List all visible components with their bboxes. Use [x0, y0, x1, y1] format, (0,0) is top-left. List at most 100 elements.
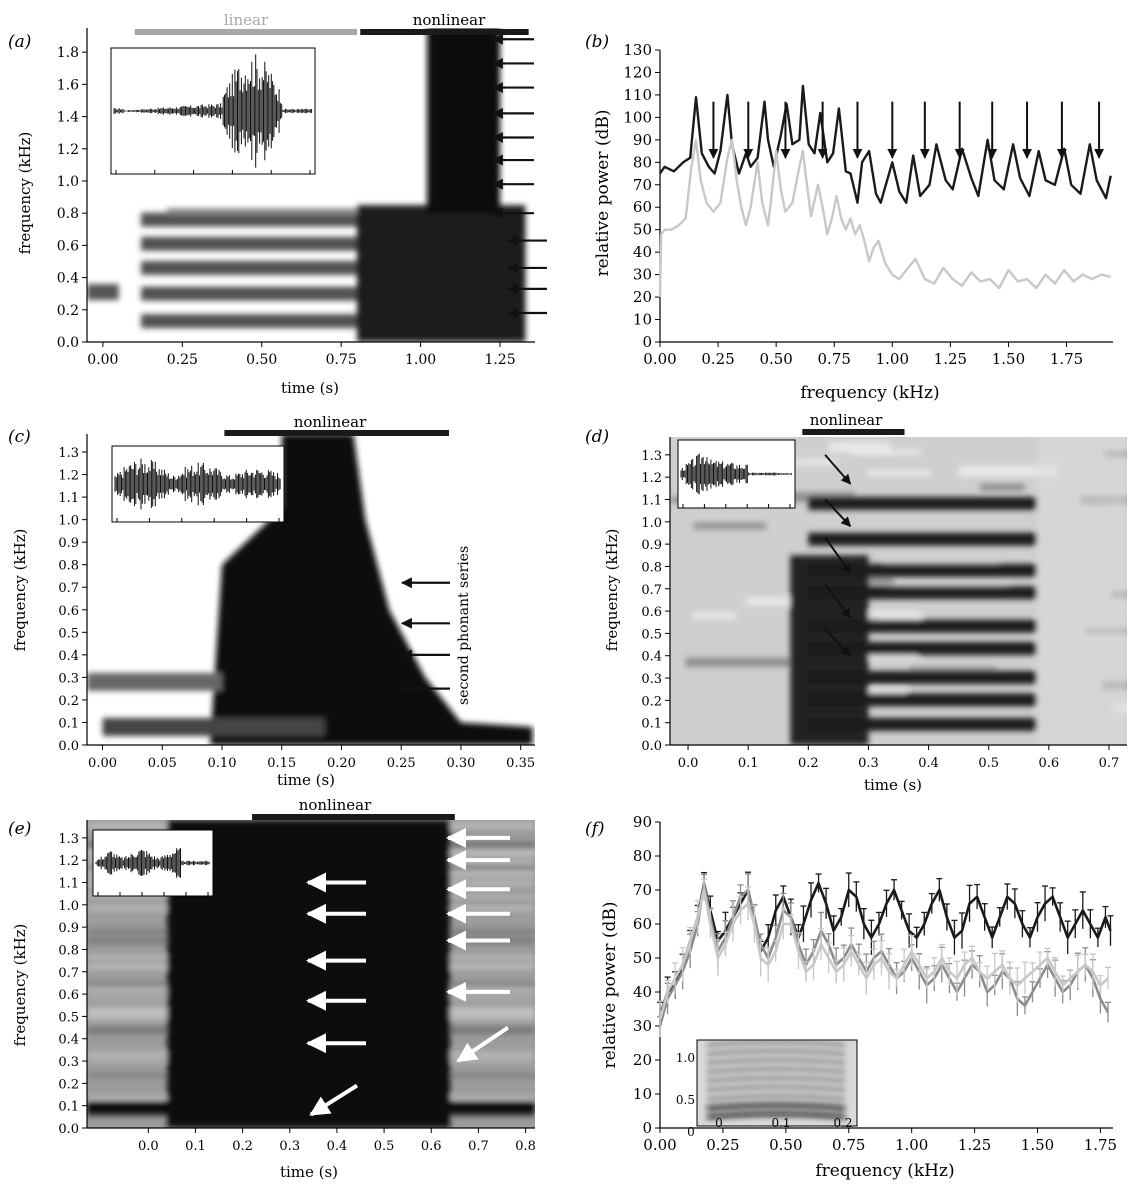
ytick-label-a-6: 1.2 — [57, 142, 79, 158]
ytick-label-c-2: 0.2 — [58, 694, 79, 709]
harmonic-band-d-4 — [808, 619, 1037, 633]
ytick-label-a-1: 0.2 — [57, 303, 79, 319]
ytick-label-c-0: 0.0 — [58, 739, 79, 754]
ytick-label-c-11: 1.1 — [58, 491, 79, 506]
xtick-label-c-0: 0.00 — [88, 756, 117, 771]
xtick-label-b-4: 1.00 — [876, 350, 909, 368]
noise-d-17 — [844, 611, 922, 621]
nonlinear-column-a — [426, 28, 501, 214]
inset-waveform-e-trace — [95, 848, 210, 878]
series-line-f-1 — [658, 881, 1110, 1027]
ytick-label-f-6: 60 — [633, 915, 652, 933]
ytick-label-e-0: 0.0 — [58, 1122, 79, 1137]
xtick-label-b-5: 1.25 — [934, 350, 967, 368]
ytick-label-f-4: 40 — [633, 983, 652, 1001]
xtick-label-c-1: 0.05 — [148, 756, 177, 771]
inset-waveform-a-trace — [113, 54, 313, 168]
inset-waveform-d-trace — [680, 453, 792, 495]
ytick-label-d-7: 0.7 — [641, 583, 662, 598]
inset-ytick-f-1: 1.0 — [676, 1051, 695, 1065]
ytick-label-a-7: 1.4 — [57, 110, 79, 126]
ytick-label-c-1: 0.1 — [58, 716, 79, 731]
xlabel-a: time (s) — [281, 379, 339, 397]
spectrogram-e — [87, 820, 535, 1128]
panel-letter-c: (c) — [8, 427, 31, 447]
noise-d-3 — [745, 596, 834, 606]
xtick-label-e-3: 0.3 — [279, 1139, 300, 1154]
xtick-label-d-7: 0.7 — [1099, 756, 1120, 771]
spectrogram-c-content — [87, 434, 533, 745]
ylabel-a: frequency (kHz) — [16, 132, 34, 255]
xtick-label-b-6: 1.50 — [992, 350, 1025, 368]
harmonic-band-d-0 — [808, 717, 1037, 731]
xtick-label-f-3: 0.75 — [832, 1136, 865, 1154]
ytick-label-c-9: 0.9 — [58, 536, 79, 551]
arrow-d-0 — [824, 454, 852, 485]
ytick-label-b-7: 70 — [633, 176, 652, 194]
ytick-label-f-8: 80 — [633, 847, 652, 865]
inset-spectrogram-f-content — [706, 1040, 846, 1119]
bar-label-a-linear: linear — [224, 11, 269, 29]
xtick-label-e-4: 0.4 — [327, 1139, 348, 1154]
inset-spectrogram-f-frame — [696, 1039, 858, 1127]
xtick-label-a-1: 0.25 — [167, 352, 198, 368]
harmonic-band-d-3 — [808, 642, 1037, 656]
noise-d-19 — [979, 483, 1025, 492]
xtick-label-e-2: 0.2 — [232, 1139, 253, 1154]
ytick-label-d-6: 0.6 — [641, 605, 662, 620]
ytick-label-e-12: 1.2 — [58, 854, 79, 869]
arrow-e-left-5 — [309, 1083, 359, 1117]
ytick-label-b-2: 20 — [633, 288, 652, 306]
ytick-label-d-11: 1.1 — [641, 493, 662, 508]
inset-harmonic-f-0 — [706, 1112, 846, 1119]
ylabel-e: frequency (kHz) — [11, 924, 29, 1047]
band-c-2 — [102, 717, 325, 736]
inset-harmonic-f-7 — [706, 1049, 846, 1056]
ytick-label-e-9: 0.9 — [58, 921, 79, 936]
ytick-label-f-1: 10 — [633, 1085, 652, 1103]
xtick-label-b-2: 0.50 — [759, 350, 792, 368]
ytick-label-c-6: 0.6 — [58, 604, 79, 619]
inset-xtick-f-0: 0 — [715, 1116, 723, 1130]
inset-harmonic-f-3 — [706, 1085, 846, 1092]
xtick-label-d-5: 0.5 — [978, 756, 999, 771]
bar-label-a-nonlinear: nonlinear — [413, 11, 486, 29]
xtick-label-d-2: 0.2 — [798, 756, 819, 771]
ytick-label-e-6: 0.6 — [58, 988, 79, 1003]
harmonic-band-a-4 — [141, 212, 364, 227]
ytick-label-a-8: 1.6 — [57, 77, 79, 93]
panel-letter-b: (b) — [585, 32, 609, 52]
ytick-label-b-12: 120 — [623, 63, 652, 81]
ytick-label-c-12: 1.2 — [58, 469, 79, 484]
panel-letter-d: (d) — [585, 427, 609, 447]
ytick-label-c-8: 0.8 — [58, 559, 79, 574]
harmonic-band-d-6 — [808, 563, 1037, 577]
xlabel-e: time (s) — [280, 1163, 338, 1181]
faint-band-a — [166, 208, 358, 215]
xtick-label-e-8: 0.8 — [515, 1139, 536, 1154]
ytick-label-c-3: 0.3 — [58, 671, 79, 686]
ytick-label-e-11: 1.1 — [58, 876, 79, 891]
ytick-label-e-3: 0.3 — [58, 1055, 79, 1070]
spectrogram-d-content — [670, 437, 1127, 745]
xtick-label-c-6: 0.30 — [446, 756, 475, 771]
ytick-label-e-10: 1.0 — [58, 899, 79, 914]
inset-harmonic-f-8 — [706, 1040, 846, 1047]
xtick-label-b-0: 0.00 — [643, 350, 676, 368]
ylabel-d: frequency (kHz) — [603, 529, 621, 652]
ytick-label-d-1: 0.1 — [641, 717, 662, 732]
ytick-label-e-2: 0.2 — [58, 1077, 79, 1092]
ytick-label-b-3: 30 — [633, 266, 652, 284]
xlabel-b: frequency (kHz) — [800, 383, 939, 403]
xtick-label-e-6: 0.6 — [421, 1139, 442, 1154]
xtick-label-d-4: 0.4 — [918, 756, 939, 771]
xtick-label-f-0: 0.00 — [643, 1136, 676, 1154]
ytick-label-d-9: 0.9 — [641, 538, 662, 553]
ytick-label-e-8: 0.8 — [58, 943, 79, 958]
ytick-label-d-2: 0.2 — [641, 694, 662, 709]
series-line-b-0 — [659, 84, 1112, 204]
ytick-label-b-4: 40 — [633, 243, 652, 261]
bar-label-e-nonlinear: nonlinear — [299, 796, 372, 814]
ytick-label-b-11: 110 — [623, 86, 652, 104]
xtick-label-a-2: 0.50 — [246, 352, 277, 368]
